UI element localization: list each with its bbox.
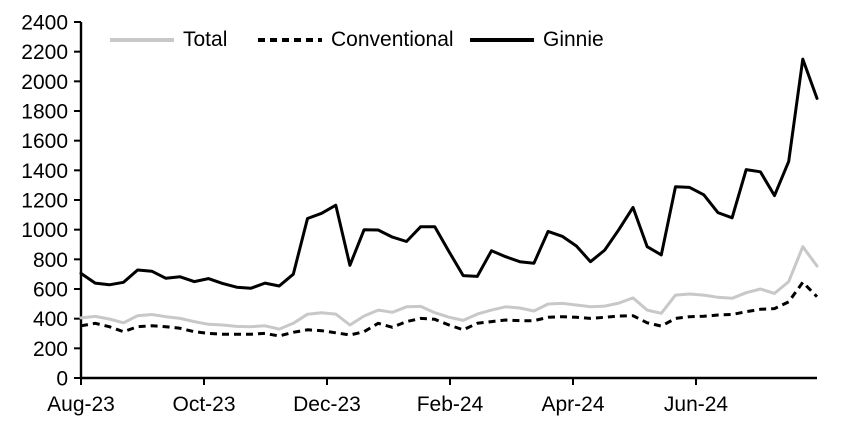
y-axis-tick-label: 2000: [21, 71, 68, 94]
x-axis-tick-label: Jun-24: [664, 393, 729, 416]
y-axis-tick-label: 400: [33, 308, 68, 331]
y-axis-tick-label: 1800: [21, 101, 68, 124]
y-axis-tick-label: 800: [33, 249, 68, 272]
legend-label-total: Total: [183, 28, 228, 51]
y-axis-tick-label: 200: [33, 338, 68, 361]
legend-item-total: Total: [110, 28, 227, 52]
y-axis-tick-label: 1600: [21, 130, 68, 153]
legend-swatch-total-line: [110, 38, 174, 42]
series-line-total: [79, 245, 819, 331]
legend-item-ginnie: Ginnie: [470, 28, 604, 52]
chart-legend: Total Conventional Ginnie: [0, 0, 852, 70]
x-axis-tick-label: Feb-24: [417, 393, 484, 416]
x-axis-tick-label: Apr-24: [541, 393, 604, 416]
legend-item-conventional: Conventional: [258, 28, 454, 52]
y-axis-tick-label: 1000: [21, 219, 68, 242]
y-axis-tick-label: 0: [56, 368, 68, 391]
x-axis-tick-label: Aug-23: [47, 393, 115, 416]
x-axis-tick-label: Oct-23: [172, 393, 235, 416]
legend-swatch-ginnie-line: [470, 38, 534, 42]
series-line-ginnie: [79, 57, 819, 290]
y-axis-tick-label: 2200: [21, 41, 68, 64]
legend-swatch-conventional-line: [258, 38, 322, 42]
legend-label-ginnie: Ginnie: [543, 28, 604, 51]
y-axis-tick-label: 600: [33, 279, 68, 302]
y-axis-tick-label: 1400: [21, 160, 68, 183]
series-line-conventional: [80, 280, 819, 338]
y-axis-tick-label: 1200: [21, 190, 68, 213]
y-axis-tick-label: 2400: [21, 12, 68, 35]
x-axis-tick-label: Dec-23: [293, 393, 361, 416]
legend-label-conventional: Conventional: [331, 28, 454, 51]
